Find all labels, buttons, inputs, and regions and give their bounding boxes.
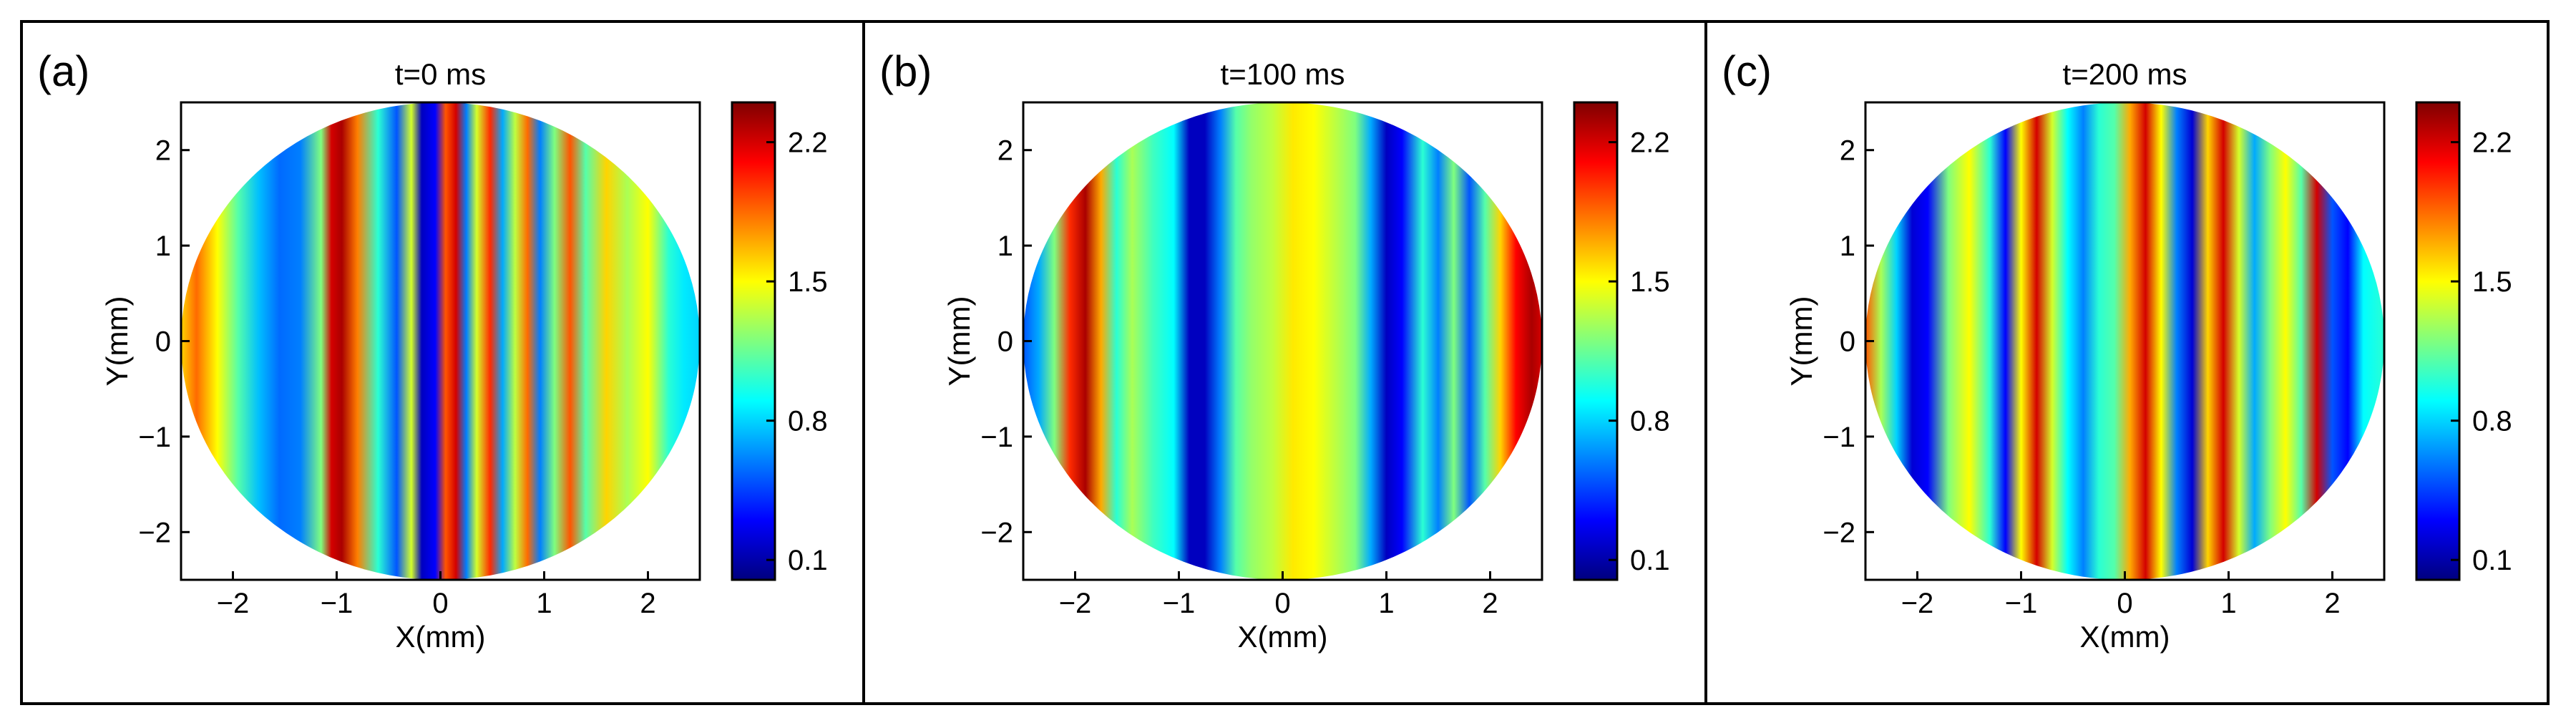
colorbar-frame (731, 101, 776, 581)
panel-label: (c) (1722, 47, 1772, 95)
colorbar-tick-label: 0.8 (788, 406, 828, 437)
colorbar-tick-label: 2.2 (1630, 127, 1670, 159)
panel-2: −2 −1 0 1 2 2 1 0 −1 −2 X(mm) Y(mm) t=100 ms (b) 0.1 0.… (879, 47, 1670, 654)
x-tick-label: 1 (2220, 588, 2236, 619)
figure-frame (20, 20, 2550, 705)
x-axis-label: X(mm) (2080, 620, 2170, 654)
panel-title: t=100 ms (1221, 57, 1345, 91)
x-tick-label: −2 (1059, 588, 1092, 619)
y-tick-label: 1 (997, 230, 1013, 262)
panel-label: (b) (879, 47, 932, 95)
colorbar-tick-label: 0.1 (2472, 545, 2512, 576)
y-tick-label: −1 (138, 422, 171, 453)
y-tick-label: 2 (1840, 135, 1855, 167)
colorbar (732, 102, 775, 580)
colorbar-frame (1573, 101, 1619, 581)
y-tick-label: 0 (1840, 326, 1855, 358)
y-axis-label: Y(mm) (1785, 296, 1818, 387)
x-tick-label: −1 (2005, 588, 2038, 619)
y-tick-label: −2 (138, 517, 171, 548)
panel-label: (a) (37, 47, 89, 95)
panel-title: t=0 ms (395, 57, 486, 91)
panel-3: −2 −1 0 1 2 2 1 0 −1 −2 X(mm) Y(mm) t=200 ms (c) 0.1 0.… (1722, 47, 2512, 654)
colorbar-tick-label: 2.2 (788, 127, 828, 159)
y-tick-label: 1 (1840, 230, 1855, 262)
x-axis-label: X(mm) (396, 620, 486, 654)
colorbar-tick-label: 0.8 (1630, 406, 1670, 437)
colorbar-tick-label: 2.2 (2472, 127, 2512, 159)
y-tick-label: −1 (1823, 422, 1855, 453)
colorbar (1574, 102, 1617, 580)
x-tick-label: 0 (2117, 588, 2132, 619)
x-tick-label: 1 (1378, 588, 1394, 619)
y-tick-label: −2 (1823, 517, 1855, 548)
x-axis-label: X(mm) (1238, 620, 1328, 654)
y-tick-label: 1 (155, 230, 171, 262)
y-tick-label: 0 (155, 326, 171, 358)
x-tick-label: −2 (217, 588, 250, 619)
x-tick-label: 2 (2324, 588, 2340, 619)
panel-title: t=200 ms (2063, 57, 2187, 91)
x-tick-label: 0 (432, 588, 448, 619)
y-tick-label: 2 (155, 135, 171, 167)
colorbar (2416, 102, 2459, 580)
intensity-field (181, 102, 700, 580)
y-tick-label: −2 (980, 517, 1013, 548)
x-tick-label: −2 (1901, 588, 1934, 619)
intensity-field (1023, 102, 1542, 580)
x-tick-label: 2 (1482, 588, 1498, 619)
y-axis-label: Y(mm) (942, 296, 976, 387)
colorbar-frame (2415, 101, 2461, 581)
y-tick-label: 0 (997, 326, 1013, 358)
x-tick-label: 0 (1274, 588, 1290, 619)
x-tick-label: 1 (536, 588, 552, 619)
x-tick-label: −1 (1163, 588, 1196, 619)
colorbar-tick-label: 0.1 (788, 545, 828, 576)
y-tick-label: 2 (997, 135, 1013, 167)
y-axis-label: Y(mm) (100, 296, 134, 387)
colorbar-tick-label: 1.5 (1630, 266, 1670, 298)
colorbar-tick-label: 1.5 (2472, 266, 2512, 298)
colorbar-tick-label: 1.5 (788, 266, 828, 298)
intensity-field (1865, 102, 2384, 580)
x-tick-label: −1 (321, 588, 353, 619)
y-tick-label: −1 (980, 422, 1013, 453)
panel-1: −2 −1 0 1 2 2 1 0 −1 −2 X(mm) Y(mm) t=0 ms (a) 0.1 0.8 1… (37, 47, 828, 654)
x-tick-label: 2 (640, 588, 655, 619)
colorbar-tick-label: 0.1 (1630, 545, 1670, 576)
colorbar-tick-label: 0.8 (2472, 406, 2512, 437)
